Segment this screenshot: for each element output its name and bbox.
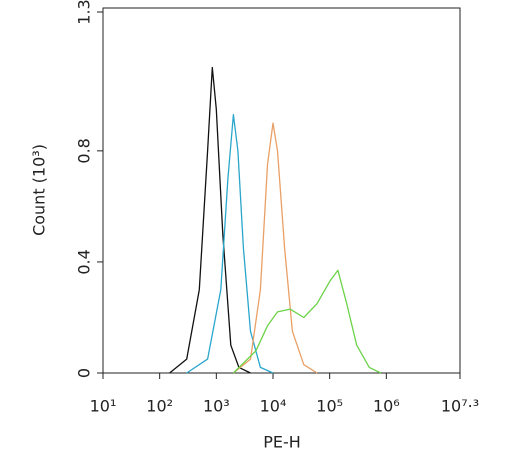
x-tick-label: 10¹ <box>90 397 117 416</box>
x-tick-label: 10⁶ <box>373 397 400 416</box>
y-tick-label: 0.4 <box>75 249 94 274</box>
y-tick-label: 0.8 <box>75 138 94 163</box>
x-tick-label: 10² <box>146 397 173 416</box>
y-axis-label: Count (10³) <box>30 144 49 236</box>
y-tick-label: 0 <box>75 368 94 378</box>
x-tick-label: 10⁴ <box>260 397 287 416</box>
x-tick-label: 10⁷·³ <box>441 397 479 416</box>
y-tick-label: 1.3 <box>75 0 94 25</box>
histogram-line <box>169 66 251 374</box>
histogram-line <box>186 114 274 374</box>
x-tick-label: 10³ <box>203 397 230 416</box>
histogram-line <box>232 269 382 374</box>
x-tick-label: 10⁵ <box>316 397 343 416</box>
histogram-line <box>232 122 318 374</box>
x-axis-label: PE-H <box>263 433 301 452</box>
plot-frame <box>102 7 461 374</box>
